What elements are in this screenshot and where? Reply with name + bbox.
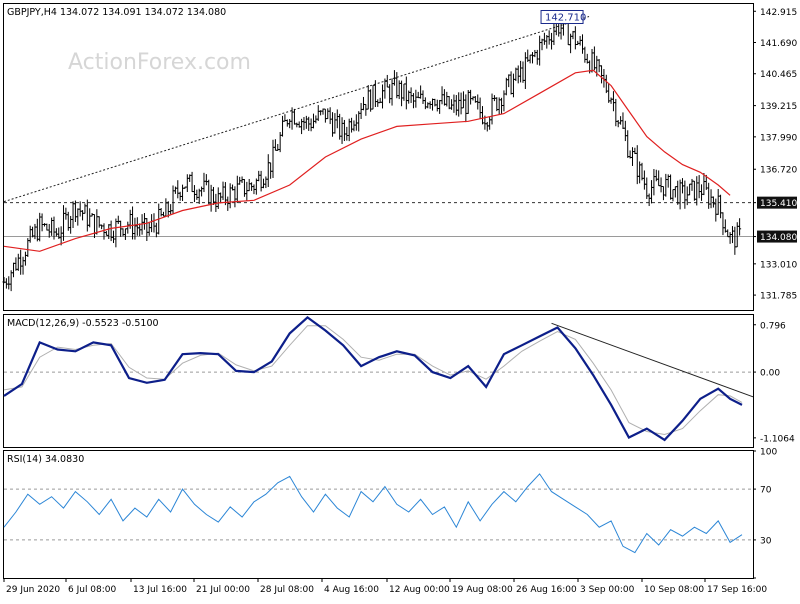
x-tick-label: 29 Jun 2020 bbox=[6, 585, 60, 595]
price-tag-label: 134.080 bbox=[760, 233, 797, 243]
x-tick-label: 4 Aug 16:00 bbox=[324, 585, 379, 595]
macd-line bbox=[3, 315, 743, 442]
price-tick-label: 142.915 bbox=[760, 8, 797, 18]
macd-panel-frame bbox=[3, 314, 754, 448]
x-tick-label: 6 Jul 08:00 bbox=[68, 585, 117, 595]
candlestick-series bbox=[2, 13, 742, 292]
price-tick-label: 141.690 bbox=[760, 39, 797, 49]
price-tag-label: 135.410 bbox=[760, 199, 797, 209]
price-tag-box bbox=[757, 196, 797, 209]
macd-signal-line bbox=[3, 325, 743, 436]
rsi-tick-label: 100 bbox=[760, 448, 777, 458]
guide-lines bbox=[3, 16, 754, 541]
macd-tick-label: -1.1064 bbox=[760, 434, 795, 444]
rsi-panel-frame bbox=[3, 450, 754, 579]
watermark: ActionForex.com bbox=[68, 50, 251, 75]
macd-trendline bbox=[551, 322, 754, 398]
x-tick-label: 28 Jul 08:00 bbox=[260, 585, 314, 595]
rsi-line bbox=[3, 473, 743, 554]
price-tick-label: 136.720 bbox=[760, 166, 797, 176]
high-label-text: 142.710 bbox=[545, 12, 586, 23]
macd-tick-label: 0.00 bbox=[760, 369, 780, 379]
indicator-lines bbox=[3, 69, 743, 554]
price-tick-label: 140.465 bbox=[760, 70, 797, 80]
price-tick-label: 131.785 bbox=[760, 292, 797, 302]
x-tick-label: 21 Jul 00:00 bbox=[196, 585, 250, 595]
macd-tick-label: 0.796 bbox=[760, 321, 786, 331]
y-axis-labels: 142.915 141.690 140.465 139.215 137.990 136.7… bbox=[753, 8, 797, 579]
x-axis-labels: 29 Jun 2020 6 Jul 08:00 13 Jul 16:00 21 Jul… bbox=[3, 578, 767, 595]
price-tick-label: 139.215 bbox=[760, 102, 797, 112]
price-tag-box bbox=[757, 230, 797, 243]
x-tick-label: 17 Sep 16:00 bbox=[707, 585, 767, 595]
x-tick-label: 13 Jul 16:00 bbox=[133, 585, 187, 595]
x-tick-label: 19 Aug 08:00 bbox=[452, 585, 513, 595]
x-tick-label: 10 Sep 08:00 bbox=[644, 585, 704, 595]
high-label-box bbox=[540, 9, 584, 24]
rsi-tick-label: 70 bbox=[760, 486, 772, 496]
price-tick-label: 137.990 bbox=[760, 133, 797, 143]
price-tags: 142.710 135.410 134.080 bbox=[540, 9, 797, 243]
x-tick-label: 3 Sep 00:00 bbox=[580, 585, 635, 595]
price-panel-title: GBPJPY,H4 134.072 134.091 134.072 134.08… bbox=[7, 7, 226, 18]
price-panel-frame bbox=[3, 3, 754, 311]
rsi-panel-title: RSI(14) 34.0830 bbox=[7, 454, 84, 465]
x-tick-label: 12 Aug 00:00 bbox=[389, 585, 450, 595]
macd-panel-title: MACD(12,26,9) -0.5523 -0.5100 bbox=[7, 318, 159, 329]
rsi-tick-label: 30 bbox=[760, 536, 772, 546]
moving-average-line bbox=[3, 69, 731, 252]
x-tick-label: 26 Aug 16:00 bbox=[516, 585, 577, 595]
price-tick-label: 133.010 bbox=[760, 260, 797, 270]
